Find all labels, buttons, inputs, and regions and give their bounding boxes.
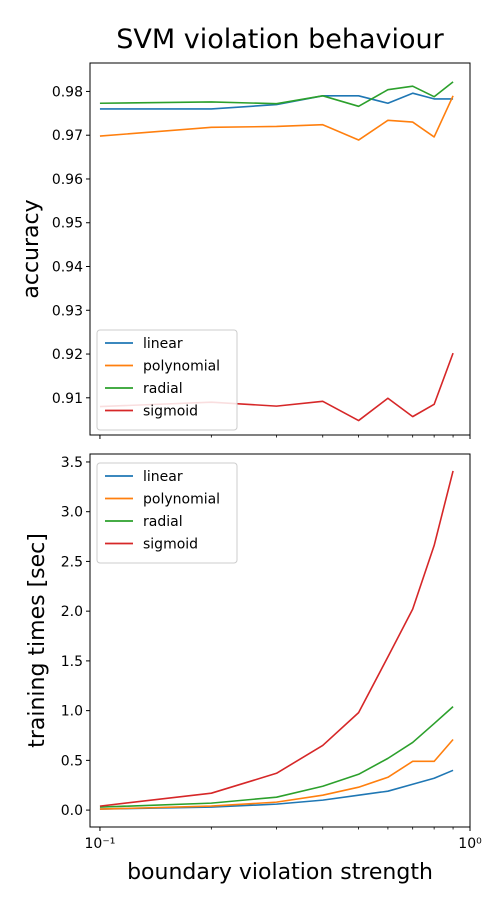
y-tick-label: 3.5 xyxy=(61,455,83,471)
axes-frame xyxy=(89,453,471,828)
y-axis-label: accuracy xyxy=(19,199,44,298)
y-tick-label: 0.94 xyxy=(52,260,83,276)
y-tick-label: 0.95 xyxy=(52,216,83,232)
y-tick-label: 0.98 xyxy=(52,84,83,100)
legend-label-polynomial: polynomial xyxy=(143,359,220,375)
legend-label-sigmoid: sigmoid xyxy=(143,404,198,420)
y-tick-label: 0.0 xyxy=(61,803,83,819)
axes-frame xyxy=(89,62,471,436)
y-tick-label: 0.96 xyxy=(52,172,83,188)
series-line-sigmoid xyxy=(99,470,454,807)
y-tick-label: 2.0 xyxy=(61,604,83,620)
y-tick-label: 1.0 xyxy=(61,704,83,720)
legend-label-radial: radial xyxy=(143,514,183,530)
y-tick-label: 1.5 xyxy=(61,654,83,670)
training-time-panel: 0.0 0.5 1.0 1.5 2.0 2.5 3.0 3.5 10⁻¹ 10⁰ training … xyxy=(25,453,482,885)
legend: linear polynomial radial sigmoid xyxy=(96,462,238,564)
legend: linear polynomial radial sigmoid xyxy=(96,329,238,431)
x-axis-label: boundary violation strength xyxy=(127,860,433,885)
y-tick-label: 0.93 xyxy=(52,303,83,319)
series-line-linear xyxy=(99,769,454,810)
legend-label-sigmoid: sigmoid xyxy=(143,537,198,553)
legend-box xyxy=(96,329,238,431)
series-line-polynomial xyxy=(99,738,454,810)
y-tick-label: 0.92 xyxy=(52,347,83,363)
series-line-radial xyxy=(99,706,454,808)
series-line-polynomial xyxy=(99,95,454,141)
series-line-linear xyxy=(99,92,454,110)
figure-title: SVM violation behaviour xyxy=(116,24,444,55)
y-tick-label: 0.97 xyxy=(52,128,83,144)
accuracy-panel: 0.91 0.92 0.93 0.94 0.95 0.96 0.97 0.98 accuracy… xyxy=(19,62,471,439)
y-axis-label: training times [sec] xyxy=(25,533,50,748)
series-line-radial xyxy=(99,81,454,108)
y-tick-label: 2.5 xyxy=(61,554,83,570)
x-tick-label: 10⁰ xyxy=(458,836,482,852)
y-tick-label: 3.0 xyxy=(61,505,83,521)
x-tick-label: 10⁻¹ xyxy=(85,836,116,852)
y-tick-label: 0.91 xyxy=(52,391,83,407)
legend-box xyxy=(96,462,238,564)
legend-label-polynomial: polynomial xyxy=(143,492,220,508)
y-tick-label: 0.5 xyxy=(61,753,83,769)
legend-label-radial: radial xyxy=(143,381,183,397)
legend-label-linear: linear xyxy=(143,336,183,352)
legend-label-linear: linear xyxy=(143,469,183,485)
